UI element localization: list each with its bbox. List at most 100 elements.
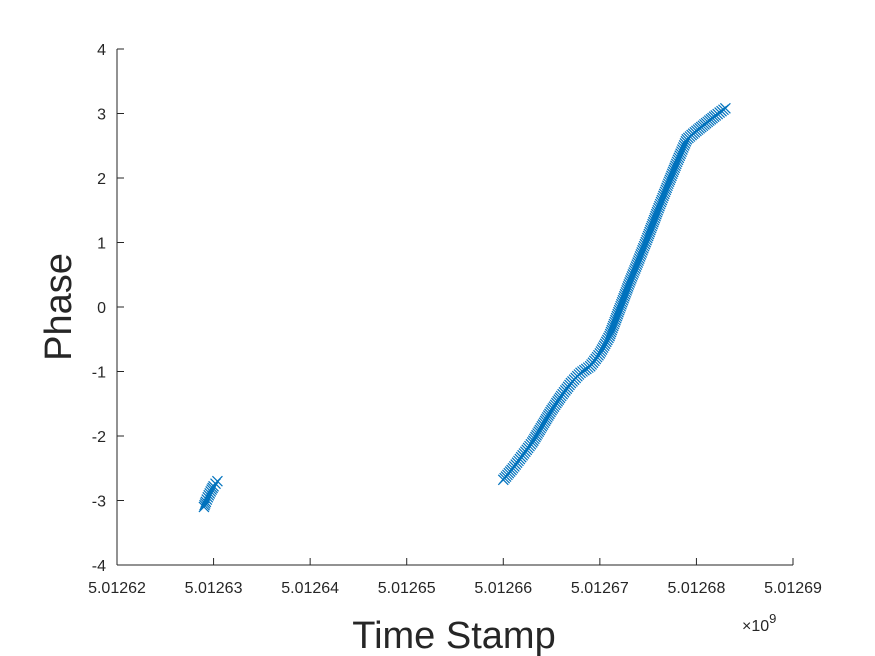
marker-stroke [656,194,668,206]
marker-stroke [667,166,679,178]
data-point-marker [645,222,657,234]
marker-stroke [631,259,643,270]
marker-stroke [620,286,632,298]
data-point-marker [625,273,637,284]
data-markers [198,102,731,513]
x-tick-label: 5.01268 [668,580,726,597]
data-point-marker [613,306,624,318]
y-axis-title: Phase [38,253,80,361]
marker-stroke [608,318,620,330]
data-point-marker [633,253,645,264]
marker-stroke [630,261,642,272]
marker-stroke [670,160,681,172]
x-tick-label: 5.01264 [281,580,339,597]
data-point-marker [666,168,678,180]
marker-stroke [619,288,631,300]
marker-stroke [638,240,650,252]
y-tick-label: 4 [97,42,106,59]
marker-stroke [658,188,670,200]
data-point-marker [625,275,636,286]
x-tick-label: 5.01265 [378,580,436,597]
marker-stroke [202,491,214,503]
marker-stroke [647,218,659,230]
data-point-marker [610,312,622,324]
data-point-marker [610,314,621,326]
marker-stroke [643,228,655,240]
marker-stroke [644,224,656,236]
data-point-marker [621,282,633,294]
marker-stroke [603,332,614,344]
marker-stroke [664,174,676,186]
marker-stroke [648,214,660,226]
marker-stroke [621,282,633,294]
data-point-marker [657,192,669,204]
marker-stroke [649,212,661,224]
y-tick-label: -3 [92,494,106,511]
data-point-marker [663,176,675,188]
marker-stroke [607,322,618,334]
x-tick-label: 5.01262 [88,580,146,597]
x-tick-label: 5.01263 [185,580,243,597]
y-tick-label: 0 [97,300,106,317]
marker-stroke [633,255,644,266]
x-axis-exponent-label: ×109 [742,611,776,635]
data-point-marker [199,498,211,509]
marker-stroke [625,275,636,286]
marker-stroke [628,267,640,278]
marker-stroke [609,316,621,328]
marker-stroke [605,326,617,338]
marker-stroke [203,489,215,501]
axes [116,48,794,566]
marker-stroke [205,486,217,497]
y-tick-label: -1 [92,365,106,382]
marker-stroke [645,222,657,234]
data-point-marker [664,174,676,186]
x-tick-label: 5.01269 [764,580,822,597]
marker-stroke [642,230,654,242]
y-tick-label: 3 [97,107,106,124]
data-point-marker [641,232,653,244]
marker-stroke [636,246,648,258]
marker-stroke [629,265,640,276]
data-point-marker [668,164,680,176]
data-point-marker [719,102,731,114]
data-point-marker [626,271,638,282]
marker-stroke [650,208,662,220]
marker-stroke [670,158,682,170]
data-point-marker [613,304,625,316]
marker-stroke [621,284,633,296]
marker-stroke [611,310,623,322]
data-point-marker [605,326,617,338]
marker-stroke [204,487,216,499]
tick-labels: 5.01262 5.01263 5.01264 5.01265 5.01266 5.012… [88,42,822,597]
marker-stroke [613,304,625,316]
data-point-marker [623,279,635,290]
data-point-marker [642,230,654,242]
data-point-marker [654,198,666,210]
marker-stroke [604,330,615,342]
marker-stroke [662,178,674,190]
data-point-marker [639,238,651,250]
marker-stroke [634,251,646,262]
data-point-marker [644,224,656,236]
marker-stroke [618,290,630,302]
data-point-marker [650,210,661,222]
marker-stroke [610,312,622,324]
marker-stroke [666,168,678,180]
marker-stroke [623,279,635,290]
data-point-marker [616,296,628,308]
marker-stroke [626,271,638,282]
data-point-marker [620,286,632,298]
marker-stroke [637,244,648,256]
marker-stroke [653,202,665,214]
data-point-marker [631,259,643,270]
x-tick-label: 5.01266 [474,580,532,597]
data-point-marker [662,180,673,192]
data-point-marker [653,200,665,212]
data-point-marker [633,255,644,266]
data-point-marker [644,226,656,238]
data-point-marker [649,212,661,224]
data-point-marker [608,318,620,330]
marker-stroke [610,314,621,326]
